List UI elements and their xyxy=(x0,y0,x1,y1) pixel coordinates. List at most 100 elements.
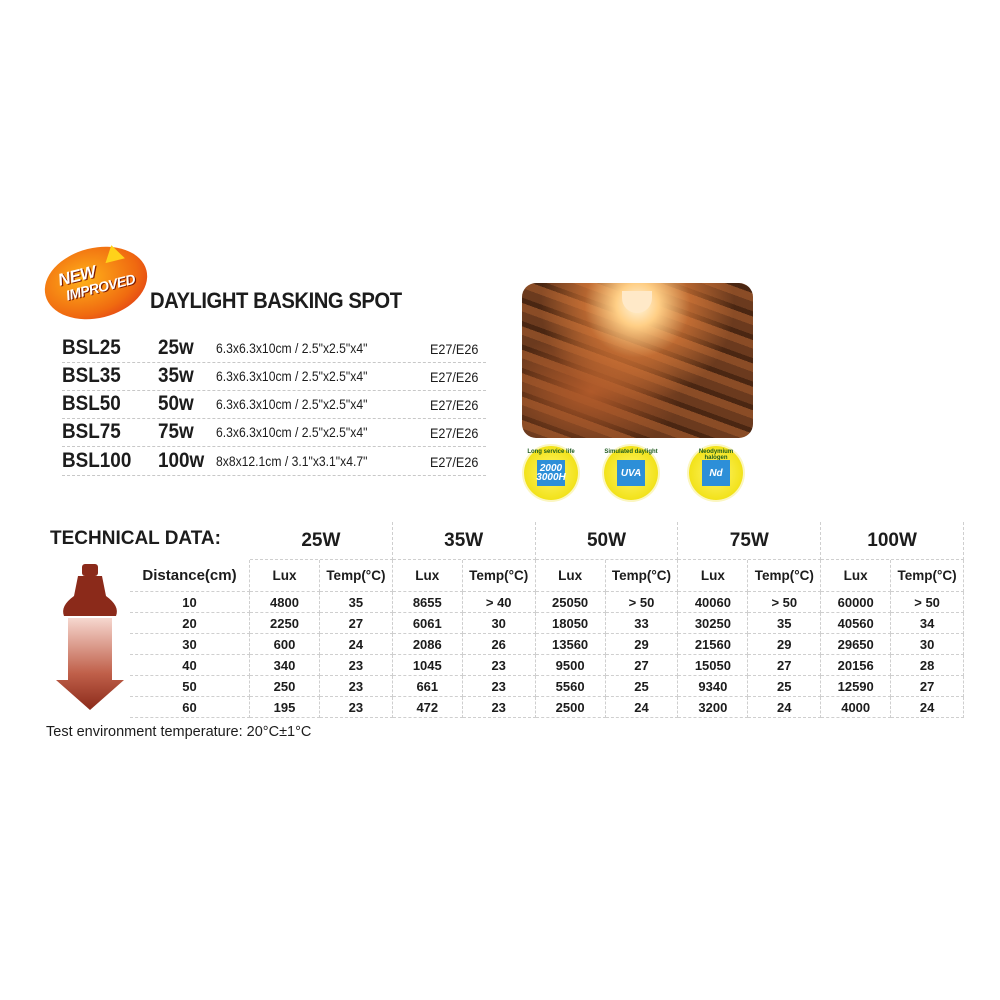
model-name: BSL35 xyxy=(62,364,121,387)
product-row: BSL50 50w 6.3x6.3x10cm / 2.5"x2.5"x4" E27/E… xyxy=(62,390,486,419)
distance-value: 40 xyxy=(130,655,250,676)
lux-value: 8655 xyxy=(392,592,463,613)
lux-value: 40560 xyxy=(821,613,892,634)
product-row: BSL75 75w 6.3x6.3x10cm / 2.5"x2.5"x4" E27/E… xyxy=(62,418,486,447)
temp-value: > 50 xyxy=(891,592,964,613)
technical-data-label: TECHNICAL DATA: xyxy=(50,528,221,549)
lux-value: 600 xyxy=(250,634,320,655)
lux-value: 9500 xyxy=(535,655,606,676)
wattage: 25w xyxy=(158,336,194,359)
temp-value: 30 xyxy=(462,613,536,634)
model-name: BSL100 xyxy=(62,449,132,472)
lux-value: 2500 xyxy=(535,697,606,718)
temp-value: 23 xyxy=(462,697,536,718)
feature-badge: Long service life 2000 3000H xyxy=(524,446,578,500)
arrow-up-icon xyxy=(101,242,125,264)
lux-value: 4000 xyxy=(821,697,892,718)
lux-value: 9340 xyxy=(678,676,749,697)
lux-value: 1045 xyxy=(392,655,463,676)
temp-value: 27 xyxy=(320,613,393,634)
feature-caption: Simulated daylight xyxy=(604,449,658,455)
temp-value: 35 xyxy=(748,613,822,634)
temp-value: > 40 xyxy=(462,592,536,613)
lux-value: 6061 xyxy=(392,613,463,634)
lux-header: Lux xyxy=(535,560,606,592)
wattage: 75w xyxy=(158,420,194,443)
wattage: 100w xyxy=(158,449,205,472)
temp-value: 23 xyxy=(320,697,393,718)
lux-value: 20156 xyxy=(821,655,892,676)
lux-value: 195 xyxy=(250,697,320,718)
lux-header: Lux xyxy=(678,560,749,592)
temp-value: 27 xyxy=(891,676,964,697)
lux-value: 15050 xyxy=(678,655,749,676)
distance-value: 30 xyxy=(130,634,250,655)
temp-value: 33 xyxy=(605,613,679,634)
terrarium-photo xyxy=(522,283,753,438)
lux-value: 661 xyxy=(392,676,463,697)
socket-type: E27/E26 xyxy=(430,341,479,357)
lux-value: 5560 xyxy=(535,676,606,697)
temp-value: > 50 xyxy=(748,592,822,613)
lux-value: 2086 xyxy=(392,634,463,655)
temp-value: 24 xyxy=(320,634,393,655)
lux-value: 18050 xyxy=(535,613,606,634)
dimensions: 8x8x12.1cm / 3.1"x3.1"x4.7" xyxy=(216,454,368,469)
technical-data-table: TECHNICAL DATA: 25W Lux Temp(°C) 35W Lux Temp… xyxy=(44,522,964,720)
temp-header: Temp(°C) xyxy=(605,560,679,592)
temp-header: Temp(°C) xyxy=(462,560,536,592)
wattage-header: 100W xyxy=(821,522,964,560)
distance-value: 20 xyxy=(130,613,250,634)
hexagon-icon: Nd xyxy=(702,460,730,486)
wattage-header: 75W xyxy=(678,522,822,560)
lux-header: Lux xyxy=(821,560,892,592)
lux-value: 3200 xyxy=(678,697,749,718)
temp-header: Temp(°C) xyxy=(748,560,822,592)
temp-value: 29 xyxy=(748,634,822,655)
lux-value: 29650 xyxy=(821,634,892,655)
lux-value: 250 xyxy=(250,676,320,697)
product-row: BSL100 100w 8x8x12.1cm / 3.1"x3.1"x4.7" E27… xyxy=(62,447,486,476)
temp-value: 24 xyxy=(748,697,822,718)
wattage: 50w xyxy=(158,392,194,415)
dimensions: 6.3x6.3x10cm / 2.5"x2.5"x4" xyxy=(216,369,368,384)
lux-header: Lux xyxy=(392,560,463,592)
distance-value: 50 xyxy=(130,676,250,697)
temp-value: 28 xyxy=(891,655,964,676)
temp-value: 23 xyxy=(320,676,393,697)
product-title: DAYLIGHT BASKING SPOT xyxy=(150,288,402,313)
lux-value: 40060 xyxy=(678,592,749,613)
temp-value: 34 xyxy=(891,613,964,634)
temp-value: 24 xyxy=(891,697,964,718)
dimensions: 6.3x6.3x10cm / 2.5"x2.5"x4" xyxy=(216,425,368,440)
socket-type: E27/E26 xyxy=(430,425,479,441)
wattage-header: 35W xyxy=(392,522,536,560)
model-name: BSL25 xyxy=(62,336,121,359)
temp-value: 24 xyxy=(605,697,679,718)
lux-value: 13560 xyxy=(535,634,606,655)
lux-value: 12590 xyxy=(821,676,892,697)
lux-value: 2250 xyxy=(250,613,320,634)
light-down-arrow-icon xyxy=(56,564,124,710)
temp-value: 26 xyxy=(462,634,536,655)
model-name: BSL50 xyxy=(62,392,121,415)
lamp-icon xyxy=(622,291,652,313)
lux-header: Lux xyxy=(250,560,320,592)
distance-value: 60 xyxy=(130,697,250,718)
feature-badge: Simulated daylight UVA xyxy=(604,446,658,500)
model-name: BSL75 xyxy=(62,420,121,443)
temp-value: 29 xyxy=(605,634,679,655)
temp-header: Temp(°C) xyxy=(891,560,964,592)
wattage-header: 25W xyxy=(250,522,393,560)
temp-value: 23 xyxy=(462,676,536,697)
distance-value: 10 xyxy=(130,592,250,613)
product-row: BSL25 25w 6.3x6.3x10cm / 2.5"x2.5"x4" E27/E… xyxy=(62,334,486,363)
lux-value: 30250 xyxy=(678,613,749,634)
dimensions: 6.3x6.3x10cm / 2.5"x2.5"x4" xyxy=(216,341,368,356)
feature-badge: Neodymium halogen Nd xyxy=(689,446,743,500)
wattage-header: 50W xyxy=(535,522,679,560)
feature-caption: Neodymium halogen xyxy=(698,449,734,461)
temp-value: 27 xyxy=(748,655,822,676)
socket-type: E27/E26 xyxy=(430,397,479,413)
product-row: BSL35 35w 6.3x6.3x10cm / 2.5"x2.5"x4" E27/E… xyxy=(62,362,486,391)
